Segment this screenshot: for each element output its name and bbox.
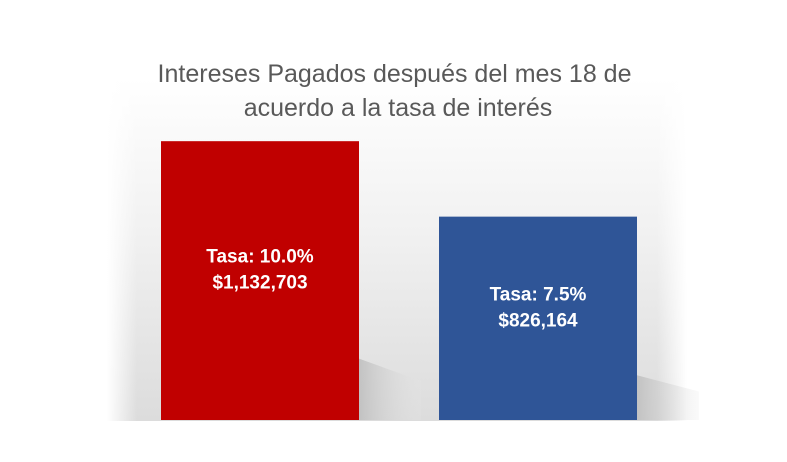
bar-category-label: Tasa: 7.5% <box>490 284 587 305</box>
chart-title-line-1: Intereses Pagados después del mes 18 de <box>158 60 632 88</box>
bar-value-label: $826,164 <box>498 310 578 331</box>
bar-2 <box>439 216 637 420</box>
bar-shadow <box>637 375 699 420</box>
plot-background-fade-left <box>107 78 137 421</box>
svg-text:Intereses Pagados después del: Intereses Pagados después del mes 18 de … <box>158 60 639 122</box>
bars-group <box>161 141 637 421</box>
bar-category-label: Tasa: 10.0% <box>206 247 313 268</box>
bar-shadow <box>359 358 421 420</box>
bar-1 <box>161 141 359 421</box>
plot-background-fade-right <box>657 78 687 421</box>
chart-title-line-2: acuerdo a la tasa de interés <box>244 94 553 122</box>
bar-shadows <box>359 358 699 420</box>
bar-labels-group: Tasa: 10.0% $1,132,703 Tasa: 7.5% $826,164 <box>206 247 586 332</box>
bar-value-label: $1,132,703 <box>212 273 307 294</box>
